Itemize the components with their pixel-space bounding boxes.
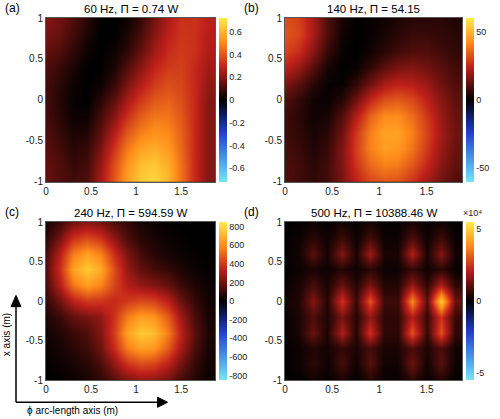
svg-text:0: 0 [282, 186, 288, 197]
svg-text:-1: -1 [273, 176, 282, 187]
svg-text:0.2: 0.2 [229, 72, 242, 82]
svg-text:1.5: 1.5 [174, 384, 188, 395]
svg-text:-0.5: -0.5 [26, 335, 44, 346]
svg-text:0.5: 0.5 [84, 186, 98, 197]
svg-text:(a): (a) [5, 1, 20, 15]
svg-text:1.5: 1.5 [420, 384, 434, 395]
svg-text:50: 50 [476, 27, 486, 37]
svg-text:-1: -1 [34, 375, 43, 386]
svg-text:800: 800 [229, 222, 244, 232]
svg-text:ϕ arc-length axis (m): ϕ arc-length axis (m) [27, 405, 118, 416]
svg-text:-0.6: -0.6 [229, 163, 245, 173]
svg-text:1: 1 [377, 186, 383, 197]
svg-text:0: 0 [37, 94, 43, 105]
svg-text:0.5: 0.5 [325, 384, 339, 395]
svg-text:1: 1 [133, 384, 139, 395]
svg-text:-0.4: -0.4 [229, 141, 245, 151]
svg-text:0.5: 0.5 [29, 256, 43, 267]
svg-text:0: 0 [476, 296, 481, 306]
svg-text:0.4: 0.4 [229, 50, 242, 60]
svg-text:-0.5: -0.5 [265, 335, 283, 346]
svg-text:(c): (c) [5, 205, 19, 219]
svg-text:0.5: 0.5 [84, 384, 98, 395]
svg-text:1: 1 [37, 217, 43, 228]
svg-text:1: 1 [133, 186, 139, 197]
svg-text:1: 1 [377, 384, 383, 395]
svg-text:-0.5: -0.5 [265, 135, 283, 146]
svg-text:0.5: 0.5 [268, 256, 282, 267]
svg-text:-50: -50 [476, 163, 489, 173]
svg-text:-400: -400 [229, 333, 247, 343]
svg-text:×10⁴: ×10⁴ [463, 208, 482, 218]
svg-text:(b): (b) [244, 1, 259, 15]
svg-text:x axis (m): x axis (m) [1, 313, 12, 356]
svg-text:140 Hz, Π = 54.15: 140 Hz, Π = 54.15 [327, 3, 420, 15]
svg-text:0: 0 [43, 384, 49, 395]
svg-text:(d): (d) [244, 205, 259, 219]
svg-text:-1: -1 [34, 176, 43, 187]
svg-text:-0.2: -0.2 [229, 118, 245, 128]
svg-text:60 Hz, Π = 0.74 W: 60 Hz, Π = 0.74 W [84, 3, 178, 15]
svg-text:0: 0 [229, 296, 234, 306]
svg-text:1: 1 [276, 217, 282, 228]
svg-text:1: 1 [276, 13, 282, 24]
svg-text:-1: -1 [273, 375, 282, 386]
svg-text:240 Hz, Π = 594.59 W: 240 Hz, Π = 594.59 W [74, 207, 188, 219]
svg-text:0.5: 0.5 [325, 186, 339, 197]
svg-text:0: 0 [229, 95, 234, 105]
svg-text:0: 0 [276, 94, 282, 105]
svg-text:500 Hz, Π = 10388.46 W: 500 Hz, Π = 10388.46 W [311, 207, 437, 219]
svg-text:-600: -600 [229, 352, 247, 362]
svg-text:200: 200 [229, 278, 244, 288]
svg-text:600: 600 [229, 240, 244, 250]
svg-text:-200: -200 [229, 315, 247, 325]
svg-text:0.5: 0.5 [268, 53, 282, 64]
svg-text:5: 5 [476, 224, 481, 234]
svg-text:-0.5: -0.5 [26, 135, 44, 146]
svg-text:0: 0 [282, 384, 288, 395]
svg-text:1: 1 [37, 13, 43, 24]
svg-text:0: 0 [43, 186, 49, 197]
svg-text:-5: -5 [476, 368, 484, 378]
svg-text:0.6: 0.6 [229, 27, 242, 37]
svg-text:-800: -800 [229, 371, 247, 381]
svg-text:400: 400 [229, 259, 244, 269]
svg-text:1.5: 1.5 [420, 186, 434, 197]
svg-text:0: 0 [37, 296, 43, 307]
svg-text:1.5: 1.5 [174, 186, 188, 197]
svg-text:0: 0 [276, 296, 282, 307]
svg-text:0: 0 [476, 95, 481, 105]
svg-text:0.5: 0.5 [29, 53, 43, 64]
